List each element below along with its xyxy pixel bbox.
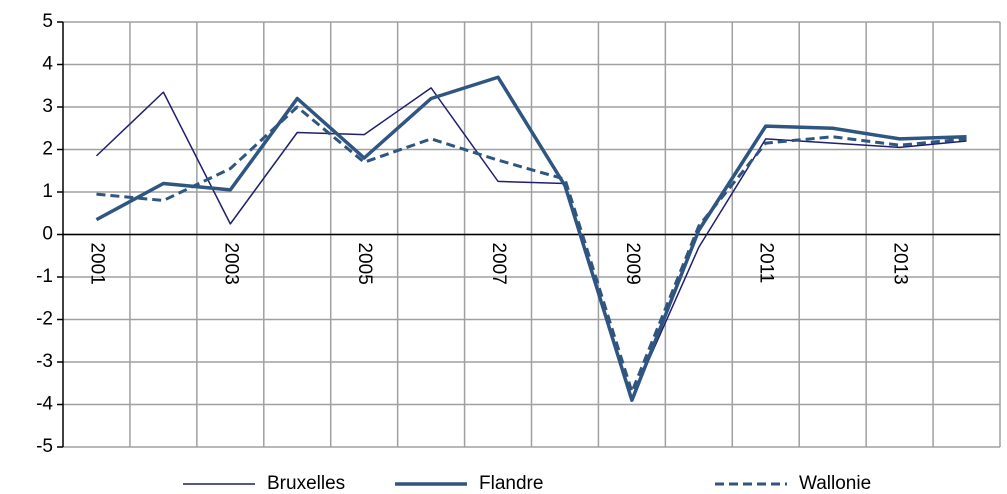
series-line <box>95 75 967 402</box>
legend-label: Flandre <box>479 473 543 494</box>
x-tick-label: 2007 <box>488 243 509 285</box>
y-tick-label: -2 <box>36 309 53 330</box>
x-tick-label: 2013 <box>890 243 911 285</box>
x-tick-label: 2003 <box>220 243 241 285</box>
x-tick-label: 2011 <box>756 243 777 284</box>
y-tick-label: 2 <box>42 139 53 160</box>
series-line <box>96 105 967 394</box>
y-tick-label: 5 <box>42 11 53 32</box>
y-tick-label: 3 <box>42 96 53 117</box>
legend-label: Wallonie <box>799 473 871 494</box>
y-tick-label: 4 <box>42 54 53 75</box>
y-tick-label: -5 <box>36 436 53 457</box>
y-tick-label: 1 <box>42 181 53 202</box>
y-tick-label: -4 <box>36 394 53 415</box>
y-tick-label: -1 <box>36 266 53 287</box>
y-tick-label: -3 <box>36 351 53 372</box>
x-tick-label: 2009 <box>622 243 643 285</box>
y-tick-label: 0 <box>42 224 53 245</box>
x-tick-label: 2001 <box>86 243 107 285</box>
legend-label: Bruxelles <box>267 473 345 494</box>
x-tick-label: 2005 <box>354 243 375 285</box>
series-line <box>95 87 967 399</box>
